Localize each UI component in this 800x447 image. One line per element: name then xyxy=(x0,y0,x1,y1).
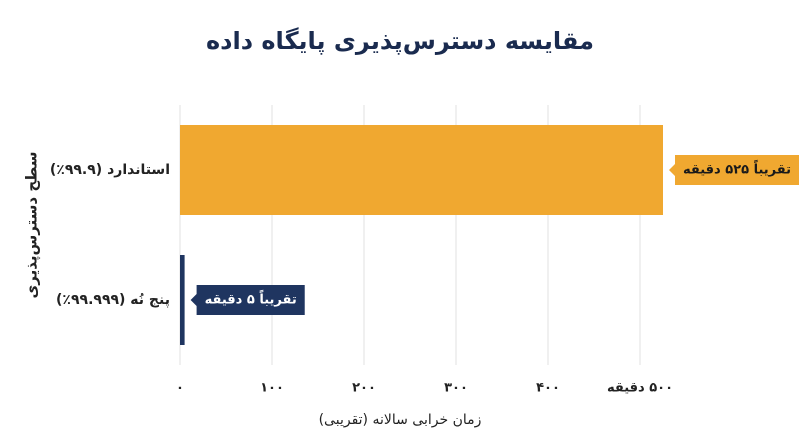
x-tick-label: ۴۰۰ xyxy=(536,381,560,396)
category-label: استاندارد (۹۹.۹٪) xyxy=(50,162,170,178)
x-tick-label: ۰ xyxy=(176,381,184,396)
chart-title: مقایسه دسترس‌پذیری پایگاه داده xyxy=(206,27,594,55)
bar xyxy=(180,255,185,345)
value-label-box xyxy=(669,155,799,185)
category-label: پنج نُه (۹۹.۹۹۹٪) xyxy=(56,292,170,308)
y-axis-label: سطح دسترس‌پذیری xyxy=(23,151,42,298)
x-tick-label: ۲۰۰ xyxy=(352,381,376,396)
bar xyxy=(180,125,663,215)
x-tick-label: ۵۰۰ دقیقه xyxy=(607,381,673,396)
value-label-text: تقریباً ۵ دقیقه xyxy=(205,290,297,308)
value-label-box xyxy=(190,285,305,315)
x-axis-label: زمان خرابی سالانه (تقریبی) xyxy=(319,412,482,428)
value-label: تقریباً ۵۲۵ دقیقه xyxy=(669,155,799,185)
x-tick-label: ۱۰۰ xyxy=(260,381,284,396)
value-label: تقریباً ۵ دقیقه xyxy=(190,285,305,315)
value-label-text: تقریباً ۵۲۵ دقیقه xyxy=(683,160,791,178)
x-tick-label: ۳۰۰ xyxy=(444,381,468,396)
